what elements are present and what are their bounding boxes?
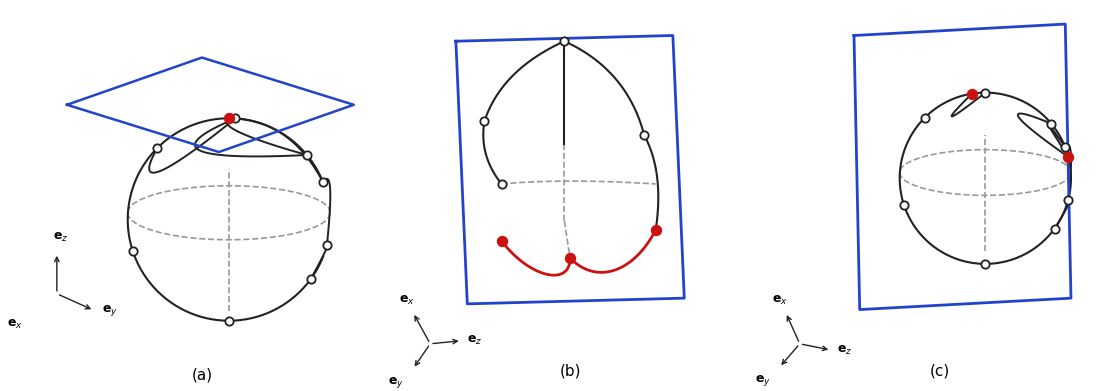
Text: (b): (b)	[560, 364, 581, 379]
Text: $\mathbf{e}_x$: $\mathbf{e}_x$	[7, 317, 22, 331]
Text: (c): (c)	[930, 364, 950, 379]
Text: $\mathbf{e}_z$: $\mathbf{e}_z$	[837, 344, 853, 357]
Text: $\mathbf{e}_y$: $\mathbf{e}_y$	[103, 303, 119, 318]
Text: $\mathbf{e}_z$: $\mathbf{e}_z$	[468, 334, 482, 347]
Text: (a): (a)	[191, 368, 213, 383]
Text: $\mathbf{e}_z$: $\mathbf{e}_z$	[53, 231, 68, 244]
Text: $\mathbf{e}_x$: $\mathbf{e}_x$	[399, 294, 415, 307]
Text: $\mathbf{e}_y$: $\mathbf{e}_y$	[755, 373, 771, 388]
Text: $\mathbf{e}_y$: $\mathbf{e}_y$	[388, 375, 404, 390]
Text: $\mathbf{e}_x$: $\mathbf{e}_x$	[772, 294, 788, 307]
